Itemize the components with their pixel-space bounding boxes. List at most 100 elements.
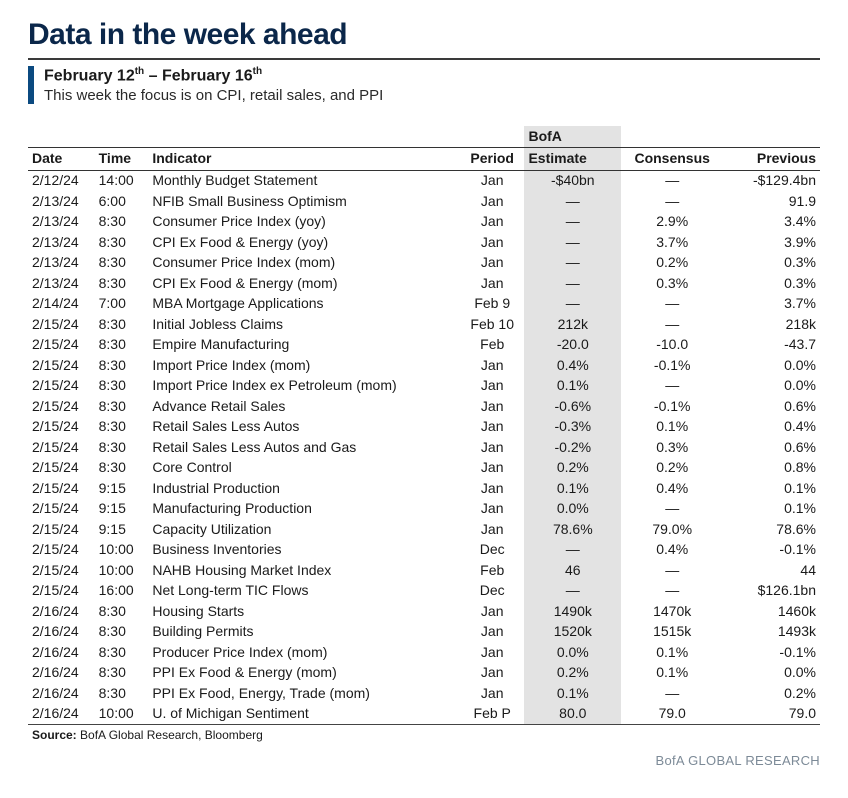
cell-date: 2/15/24 — [28, 499, 95, 520]
cell-previous: 0.6% — [723, 437, 820, 458]
cell-indicator: Advance Retail Sales — [148, 396, 460, 417]
cell-consensus: 3.7% — [621, 232, 723, 253]
page-title: Data in the week ahead — [28, 18, 820, 52]
cell-estimate: 0.1% — [524, 683, 621, 704]
table-row: 2/13/248:30Consumer Price Index (yoy)Jan… — [28, 212, 820, 233]
cell-previous: 3.7% — [723, 294, 820, 315]
cell-date: 2/15/24 — [28, 396, 95, 417]
col-date: Date — [28, 148, 95, 170]
cell-date: 2/16/24 — [28, 642, 95, 663]
cell-indicator: PPI Ex Food, Energy, Trade (mom) — [148, 683, 460, 704]
cell-previous: 0.6% — [723, 396, 820, 417]
cell-consensus: — — [621, 499, 723, 520]
cell-estimate: 0.1% — [524, 478, 621, 499]
cell-time: 8:30 — [95, 335, 149, 356]
cell-period: Jan — [460, 519, 524, 540]
col-estimate: Estimate — [524, 148, 621, 170]
cell-period: Feb 10 — [460, 314, 524, 335]
table-row: 2/15/249:15Capacity UtilizationJan78.6%7… — [28, 519, 820, 540]
cell-consensus: 0.2% — [621, 253, 723, 274]
cell-estimate: -0.3% — [524, 417, 621, 438]
cell-consensus: 2.9% — [621, 212, 723, 233]
cell-date: 2/15/24 — [28, 417, 95, 438]
cell-time: 8:30 — [95, 273, 149, 294]
cell-time: 8:30 — [95, 314, 149, 335]
focus-line: This week the focus is on CPI, retail sa… — [44, 87, 820, 104]
cell-date: 2/15/24 — [28, 458, 95, 479]
cell-consensus: 0.1% — [621, 417, 723, 438]
cell-estimate: 0.2% — [524, 663, 621, 684]
cell-date: 2/16/24 — [28, 622, 95, 643]
cell-consensus: 0.1% — [621, 663, 723, 684]
table-body: 2/12/2414:00Monthly Budget StatementJan-… — [28, 170, 820, 725]
table-row: 2/12/2414:00Monthly Budget StatementJan-… — [28, 170, 820, 191]
cell-consensus: 0.1% — [621, 642, 723, 663]
footer-brand: BofA GLOBAL RESEARCH — [28, 753, 820, 768]
cell-consensus: — — [621, 683, 723, 704]
cell-date: 2/15/24 — [28, 581, 95, 602]
cell-estimate: — — [524, 581, 621, 602]
cell-indicator: CPI Ex Food & Energy (mom) — [148, 273, 460, 294]
cell-period: Feb P — [460, 704, 524, 725]
table-row: 2/16/248:30PPI Ex Food & Energy (mom)Jan… — [28, 663, 820, 684]
table-row: 2/15/248:30Import Price Index (mom)Jan0.… — [28, 355, 820, 376]
cell-indicator: MBA Mortgage Applications — [148, 294, 460, 315]
cell-date: 2/15/24 — [28, 478, 95, 499]
subhead-block: February 12th – February 16th This week … — [28, 66, 820, 104]
cell-estimate: -20.0 — [524, 335, 621, 356]
cell-date: 2/15/24 — [28, 376, 95, 397]
cell-previous: 0.0% — [723, 663, 820, 684]
cell-time: 14:00 — [95, 170, 149, 191]
table-row: 2/16/248:30Housing StartsJan1490k1470k14… — [28, 601, 820, 622]
cell-date: 2/16/24 — [28, 704, 95, 725]
cell-indicator: NFIB Small Business Optimism — [148, 191, 460, 212]
cell-time: 8:30 — [95, 232, 149, 253]
table-row: 2/13/248:30CPI Ex Food & Energy (yoy)Jan… — [28, 232, 820, 253]
cell-indicator: Net Long-term TIC Flows — [148, 581, 460, 602]
cell-previous: $126.1bn — [723, 581, 820, 602]
cell-period: Jan — [460, 663, 524, 684]
cell-time: 8:30 — [95, 396, 149, 417]
cell-estimate: — — [524, 212, 621, 233]
cell-period: Jan — [460, 642, 524, 663]
cell-indicator: Retail Sales Less Autos and Gas — [148, 437, 460, 458]
cell-previous: -0.1% — [723, 540, 820, 561]
cell-previous: 218k — [723, 314, 820, 335]
cell-indicator: Industrial Production — [148, 478, 460, 499]
cell-period: Feb — [460, 335, 524, 356]
cell-indicator: Capacity Utilization — [148, 519, 460, 540]
table-row: 2/16/248:30Producer Price Index (mom)Jan… — [28, 642, 820, 663]
table-row: 2/16/248:30PPI Ex Food, Energy, Trade (m… — [28, 683, 820, 704]
cell-indicator: Manufacturing Production — [148, 499, 460, 520]
cell-estimate: 46 — [524, 560, 621, 581]
cell-previous: 0.0% — [723, 376, 820, 397]
cell-indicator: Initial Jobless Claims — [148, 314, 460, 335]
table-row: 2/15/248:30Empire ManufacturingFeb-20.0-… — [28, 335, 820, 356]
cell-consensus: 1515k — [621, 622, 723, 643]
source-label: Source: — [32, 728, 77, 742]
cell-consensus: 79.0 — [621, 704, 723, 725]
cell-indicator: Import Price Index (mom) — [148, 355, 460, 376]
cell-date: 2/12/24 — [28, 170, 95, 191]
table-row: 2/13/248:30Consumer Price Index (mom)Jan… — [28, 253, 820, 274]
cell-consensus: — — [621, 191, 723, 212]
cell-time: 8:30 — [95, 417, 149, 438]
cell-time: 6:00 — [95, 191, 149, 212]
cell-previous: 91.9 — [723, 191, 820, 212]
col-consensus: Consensus — [621, 148, 723, 170]
cell-consensus: — — [621, 314, 723, 335]
cell-estimate: -$40bn — [524, 170, 621, 191]
cell-period: Dec — [460, 540, 524, 561]
cell-period: Jan — [460, 212, 524, 233]
table-head: BofA Date Time Indicator Period Estimate… — [28, 126, 820, 170]
cell-consensus: — — [621, 560, 723, 581]
cell-estimate: 212k — [524, 314, 621, 335]
cell-previous: 0.4% — [723, 417, 820, 438]
cell-previous: -$129.4bn — [723, 170, 820, 191]
title-rule — [28, 58, 820, 60]
cell-consensus: — — [621, 376, 723, 397]
cell-indicator: Building Permits — [148, 622, 460, 643]
col-estimate-group: BofA — [524, 126, 621, 148]
table-row: 2/15/249:15Manufacturing ProductionJan0.… — [28, 499, 820, 520]
cell-date: 2/16/24 — [28, 683, 95, 704]
